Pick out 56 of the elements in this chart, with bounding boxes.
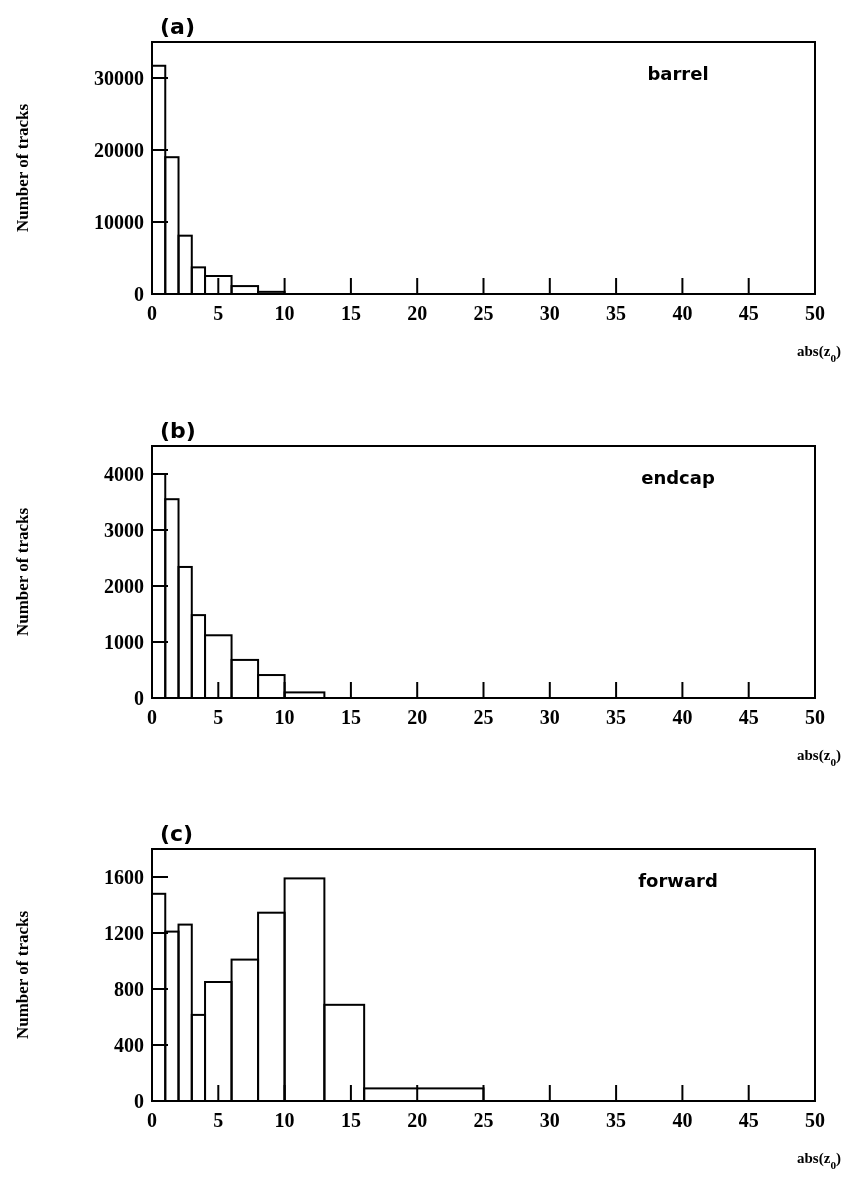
x-tick-label: 50 <box>805 302 825 324</box>
x-axis-title: abs(z$_{0}$) <box>797 1150 841 1171</box>
x-tick-label: 40 <box>672 1109 693 1131</box>
x-tick-label: 50 <box>805 706 825 728</box>
chart-title: (b) <box>160 418 196 443</box>
x-tick-label: 45 <box>738 1109 759 1131</box>
y-tick-label: 20000 <box>94 139 144 161</box>
x-tick-label: 45 <box>738 706 759 728</box>
x-tick-label: 30 <box>539 1109 560 1131</box>
x-tick-label: 15 <box>340 302 361 324</box>
y-axis-title: Number of tracks <box>13 103 32 233</box>
x-tick-label: 25 <box>473 1109 494 1131</box>
x-tick-label: 15 <box>340 706 361 728</box>
y-tick-label: 0 <box>134 1090 144 1112</box>
y-axis-title: Number of tracks <box>13 507 32 637</box>
x-tick-label: 40 <box>672 706 693 728</box>
y-tick-label: 1600 <box>104 866 144 888</box>
x-tick-label: 25 <box>473 302 494 324</box>
y-tick-label: 800 <box>114 978 144 1000</box>
y-tick-label: 3000 <box>104 519 144 541</box>
y-axis-title: Number of tracks <box>13 910 32 1040</box>
y-tick-label: 0 <box>134 283 144 305</box>
x-tick-label: 30 <box>539 302 560 324</box>
y-tick-label: 1000 <box>104 631 144 653</box>
annotation: barrel <box>647 63 709 84</box>
x-tick-label: 35 <box>606 302 627 324</box>
x-tick-label: 35 <box>606 1109 627 1131</box>
x-tick-label: 25 <box>473 706 494 728</box>
y-tick-label: 1200 <box>104 922 144 944</box>
x-tick-label: 50 <box>805 1109 825 1131</box>
y-tick-label: 4000 <box>104 463 144 485</box>
x-tick-label: 45 <box>738 302 759 324</box>
x-axis-title: abs(z$_{0}$) <box>797 343 841 364</box>
x-tick-label: 20 <box>407 706 428 728</box>
x-tick-label: 5 <box>213 302 224 324</box>
x-tick-label: 20 <box>407 302 428 324</box>
x-tick-label: 30 <box>539 706 560 728</box>
annotation: forward <box>638 870 718 891</box>
chart-title: (c) <box>160 821 194 846</box>
y-tick-label: 10000 <box>94 211 144 233</box>
x-tick-label: 40 <box>672 302 693 324</box>
y-tick-label: 30000 <box>94 67 144 89</box>
y-tick-label: 0 <box>134 687 144 709</box>
x-tick-label: 20 <box>407 1109 428 1131</box>
annotation: endcap <box>641 467 715 488</box>
x-tick-label: 10 <box>274 706 295 728</box>
x-tick-label: 5 <box>213 1109 224 1131</box>
x-tick-label: 15 <box>340 1109 361 1131</box>
x-tick-label: 35 <box>606 706 627 728</box>
x-tick-label: 10 <box>274 302 295 324</box>
chart-title: (a) <box>160 14 195 39</box>
x-tick-label: 10 <box>274 1109 295 1131</box>
x-tick-label: 5 <box>213 706 224 728</box>
y-tick-label: 400 <box>114 1034 144 1056</box>
x-axis-title: abs(z$_{0}$) <box>797 747 841 768</box>
y-tick-label: 2000 <box>104 575 144 597</box>
